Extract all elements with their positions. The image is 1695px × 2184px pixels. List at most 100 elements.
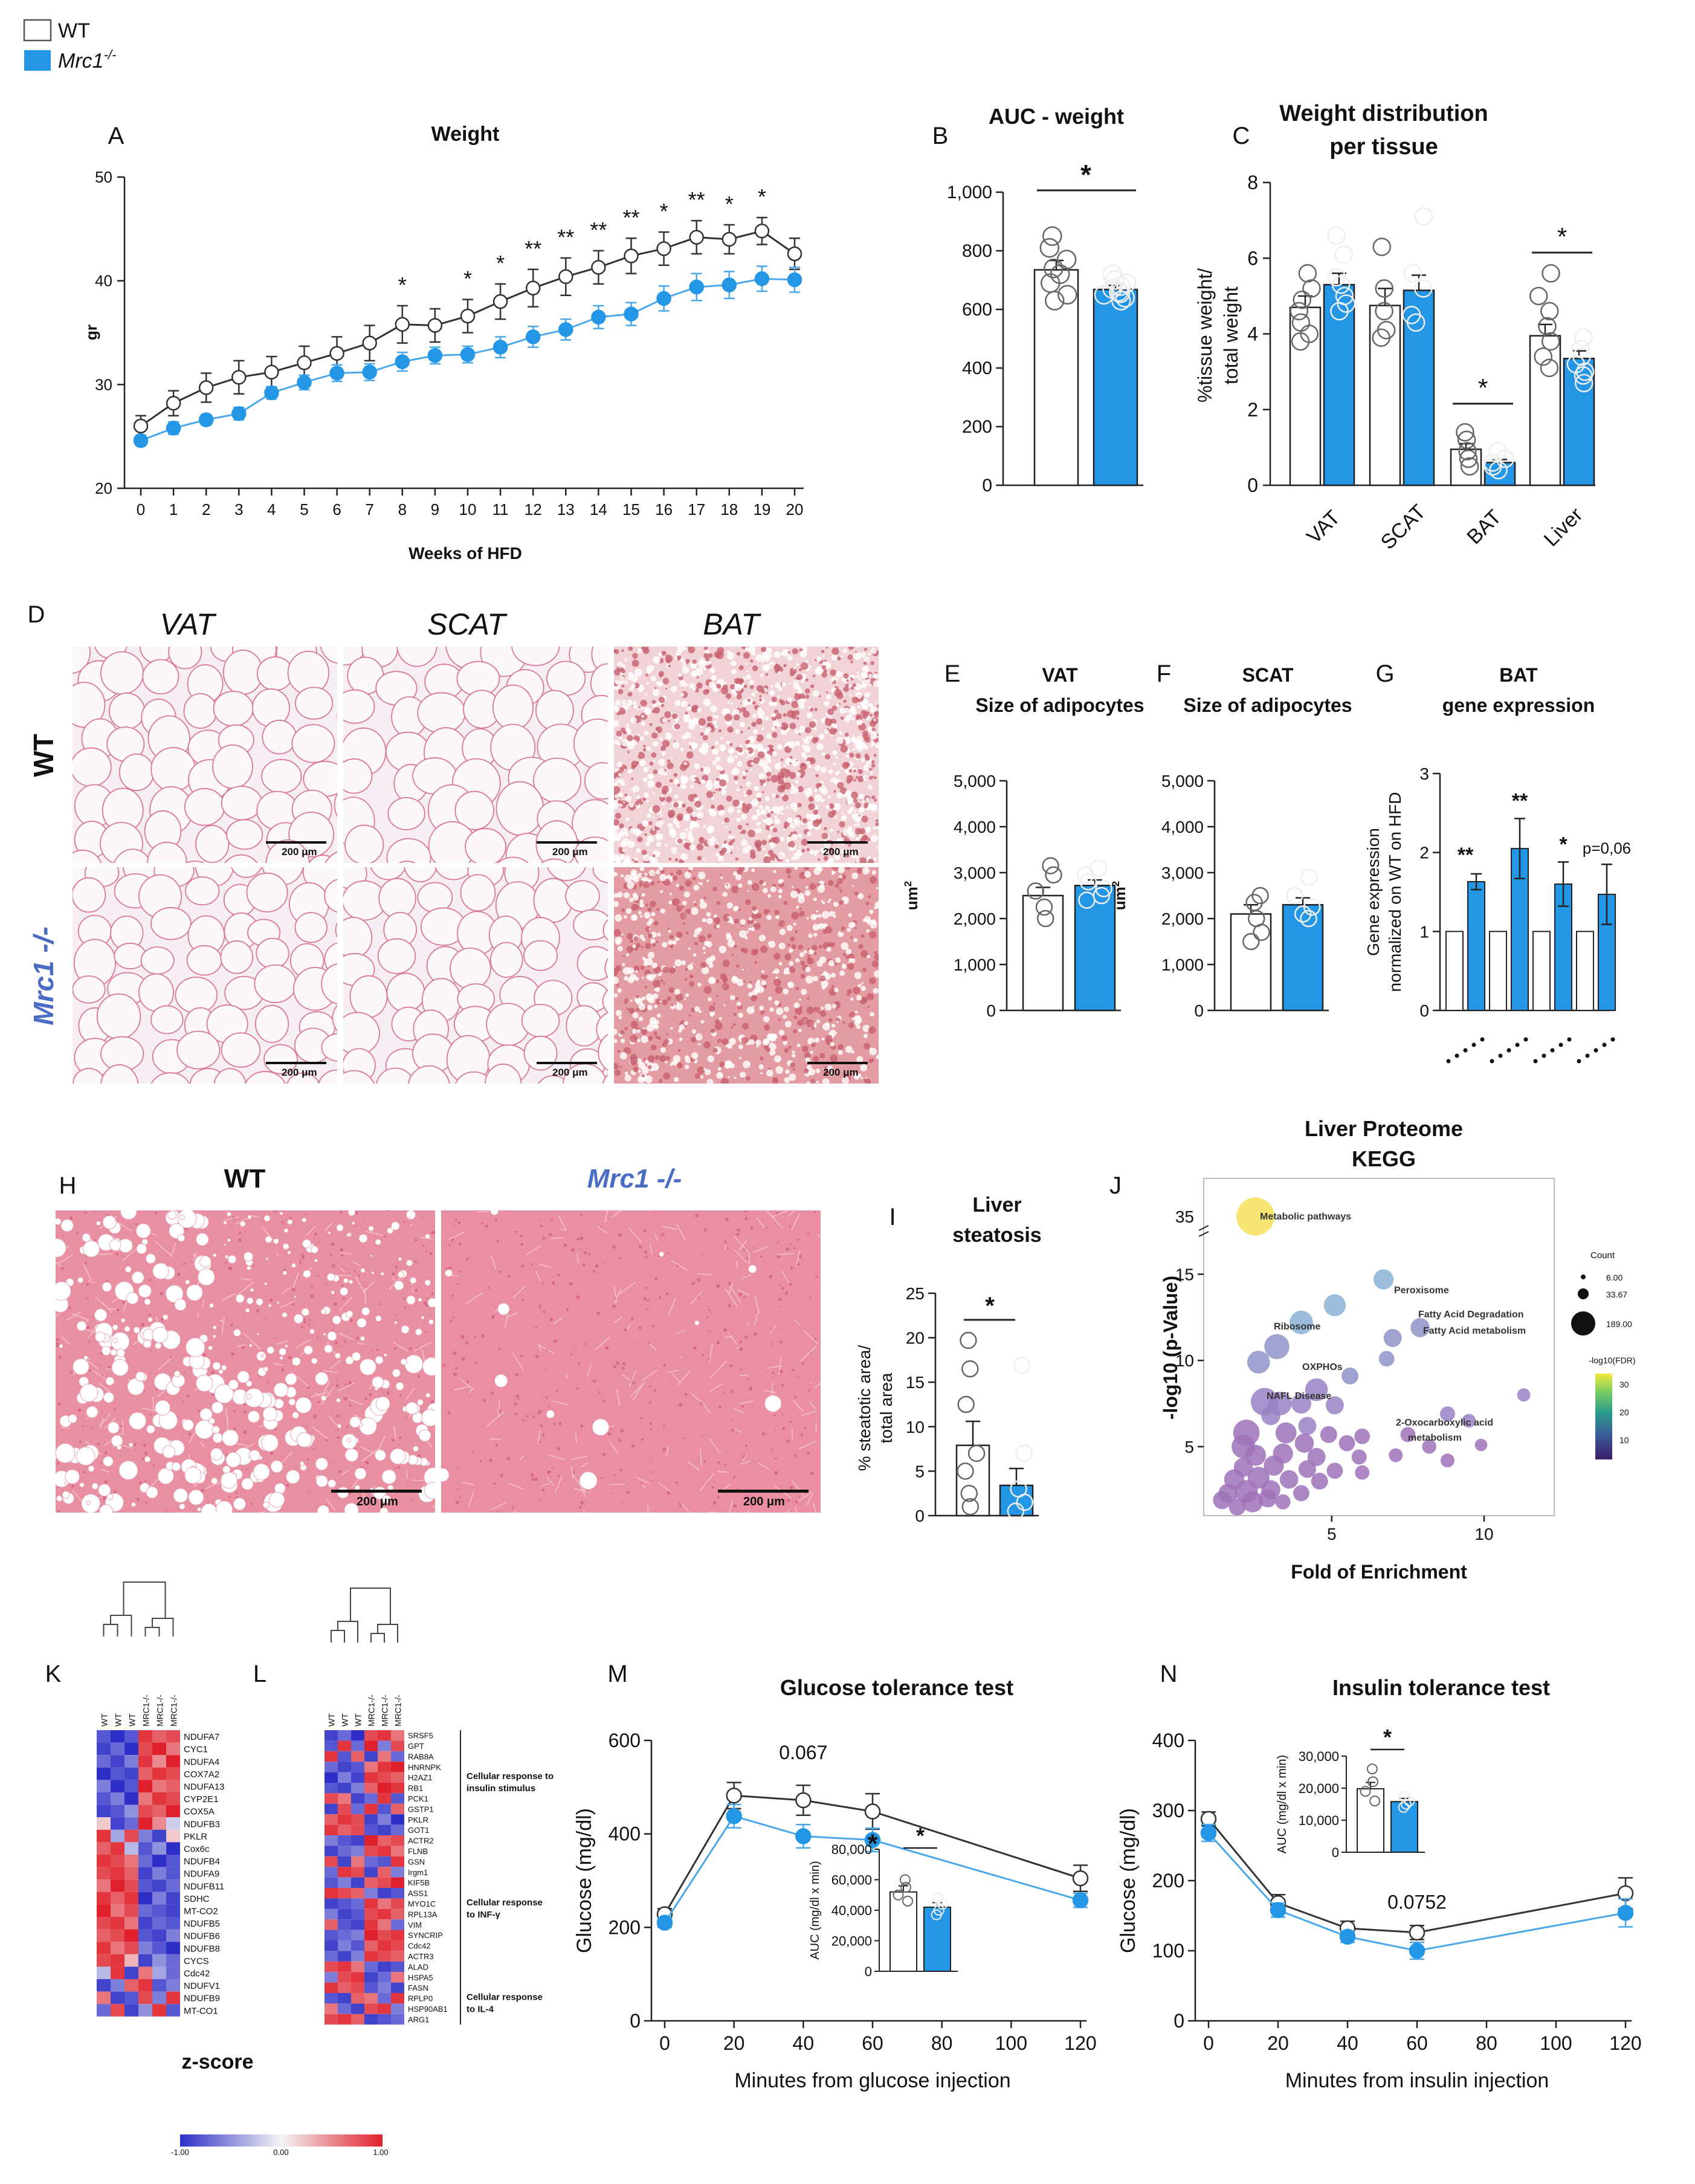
x-tick-label: 5 (1327, 1525, 1337, 1543)
tissue-speck (233, 1410, 236, 1412)
data-point (265, 386, 278, 399)
tissue-speck (395, 1268, 397, 1270)
data-point (1247, 894, 1262, 910)
data-point (1301, 870, 1317, 885)
tissue-speck (719, 744, 726, 751)
annotation: 0.067 (779, 1742, 827, 1763)
x-tick-label: 0 (137, 500, 145, 519)
tissue-speck (615, 768, 618, 772)
tissue-speck (839, 731, 842, 735)
tissue-speck (781, 651, 785, 656)
tissue-speck (855, 1010, 858, 1013)
tissue-speck (648, 952, 654, 958)
lipid-vacuole (163, 1314, 168, 1320)
tissue-speck (789, 1283, 792, 1286)
tissue-speck (308, 1490, 310, 1492)
tissue-speck (775, 795, 779, 798)
heatmap-cell (166, 1942, 180, 1954)
tissue-speck (422, 1245, 424, 1247)
tissue-speck (719, 767, 723, 771)
tissue-speck (705, 657, 709, 661)
y-tick-label: 5,000 (1161, 772, 1204, 790)
adipocyte (295, 687, 332, 719)
tissue-speck (851, 922, 856, 927)
tissue-speck (633, 936, 638, 941)
tissue-speck (301, 1254, 303, 1256)
lipid-vacuole (257, 1333, 259, 1336)
heatmap-cell (138, 1904, 152, 1917)
tissue-speck (815, 774, 818, 777)
x-tick-marker (1499, 1054, 1503, 1058)
tissue-speck (789, 772, 796, 779)
lipid-vacuole (144, 1299, 150, 1305)
tissue-speck (632, 660, 639, 667)
tissue-speck (716, 683, 721, 688)
tissue-speck (819, 957, 826, 963)
heatmap-cell (97, 1930, 111, 1942)
tissue-speck (663, 1426, 665, 1427)
tissue-sinusoid (358, 1343, 364, 1344)
tissue-speck (744, 1296, 746, 1298)
lipid-vacuole (248, 1215, 251, 1219)
x-tick-label: 10 (459, 500, 477, 519)
tissue-speck (647, 922, 651, 926)
tissue-speck (613, 1245, 616, 1249)
data-point (657, 1916, 672, 1930)
tissue-speck (91, 1427, 92, 1429)
tissue-speck (807, 1452, 810, 1455)
lipid-vacuole (280, 1212, 283, 1215)
tissue-speck (645, 1059, 649, 1064)
y-axis-label-sup: 2 (902, 881, 914, 887)
tissue-speck (853, 798, 857, 803)
tissue-speck (656, 731, 658, 733)
lipid-vacuole (347, 1438, 350, 1442)
tissue-speck (674, 779, 679, 784)
tissue-speck (806, 967, 811, 972)
data-point (461, 309, 474, 323)
tissue-speck (750, 685, 754, 690)
tissue-speck (751, 799, 758, 806)
tissue-speck (769, 1007, 773, 1012)
heatmap-cell (124, 1904, 138, 1917)
tissue-speck (828, 880, 834, 886)
heatmap-cell (378, 1793, 391, 1803)
lipid-vacuole (233, 1498, 245, 1510)
tissue-speck (83, 1471, 85, 1473)
tissue-speck (752, 1006, 754, 1007)
adipocyte (262, 720, 296, 754)
lipid-vacuole (158, 1468, 173, 1484)
lipid-vacuole (221, 1472, 237, 1488)
tissue-speck (784, 1048, 789, 1053)
tissue-speck (828, 960, 835, 966)
tissue-speck (540, 1224, 543, 1227)
group-label: Cellular response to (467, 1771, 554, 1782)
heatmap-cell (138, 1917, 152, 1930)
tissue-speck (618, 800, 622, 804)
tissue-speck (759, 1064, 764, 1069)
tissue-speck (636, 796, 640, 800)
y-tick-label: 3,000 (1161, 864, 1204, 882)
tissue-speck (864, 648, 867, 651)
tissue-speck (618, 689, 624, 694)
tissue-speck (790, 823, 796, 829)
lipid-vacuole (168, 1211, 176, 1220)
tissue-speck (741, 1037, 749, 1044)
tissue-speck (790, 1062, 795, 1068)
tissue-speck (798, 834, 802, 838)
tissue-speck (453, 1373, 454, 1374)
data-point (1328, 227, 1345, 244)
tissue-speck (630, 1000, 633, 1002)
tissue-speck (757, 1045, 759, 1048)
significance-mark: ** (590, 218, 607, 242)
tissue-speck (761, 727, 764, 730)
tissue-speck (424, 1302, 427, 1305)
tissue-speck (115, 1253, 118, 1256)
tissue-speck (731, 702, 733, 705)
tissue-speck (799, 650, 807, 657)
tissue-speck (678, 673, 682, 677)
tissue-speck (772, 1343, 773, 1345)
tissue-speck (582, 1263, 585, 1266)
lipid-vacuole (316, 1475, 328, 1487)
lipid-vacuole (283, 1271, 287, 1275)
tissue-speck (857, 868, 860, 871)
